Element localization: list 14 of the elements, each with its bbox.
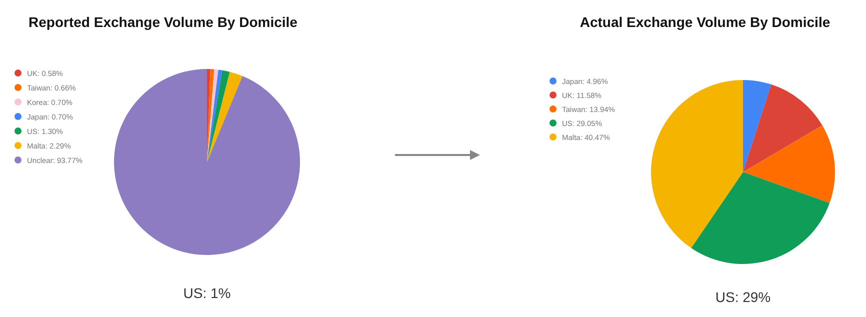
text: US: 1% (183, 285, 231, 301)
pie-slice (743, 125, 835, 204)
pie-slice (691, 172, 830, 264)
pie-slice (651, 80, 743, 248)
pie-slice (207, 70, 222, 162)
pie-slice (207, 72, 242, 162)
pie-slice (743, 80, 772, 172)
pie-slice (207, 69, 218, 162)
pie-slice (207, 70, 230, 162)
chart-title: Actual Exchange Volume By Domicile (580, 14, 830, 30)
pie-slice (743, 84, 822, 172)
chart-title: Reported Exchange Volume By Domicile (28, 14, 298, 30)
pie-slice (114, 69, 300, 255)
text: US: 29% (715, 289, 771, 305)
